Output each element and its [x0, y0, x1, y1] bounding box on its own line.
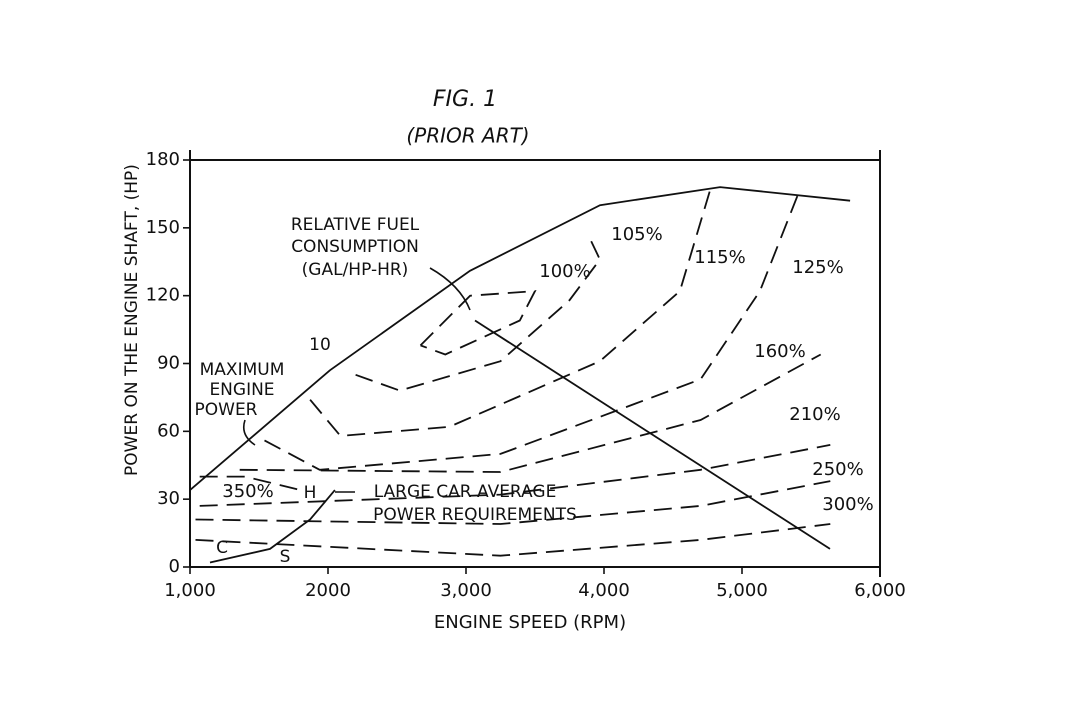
contour-line	[195, 480, 831, 525]
y-tick-label: 30	[157, 488, 180, 509]
annotation: LARGE CAR AVERAGE	[374, 482, 557, 502]
leaders	[242, 267, 471, 493]
contour-label: 125%	[792, 257, 843, 278]
contour-label: 210%	[789, 404, 840, 425]
contour-line	[355, 238, 601, 392]
x-axis-title: ENGINE SPEED (RPM)	[434, 612, 626, 633]
y-tick-label: 60	[157, 420, 180, 441]
contour-label: 105%	[611, 224, 662, 245]
contour-label: 100%	[539, 261, 590, 282]
y-axis-title: POWER ON THE ENGINE SHAFT, (HP)	[122, 164, 142, 476]
annotation: POWER	[195, 400, 258, 420]
contour-line	[419, 290, 537, 356]
x-tick-label: 5,000	[716, 580, 768, 601]
annotation: RELATIVE FUEL	[291, 215, 420, 235]
curve	[209, 489, 336, 564]
point-label: C	[216, 538, 228, 558]
y-tick-label: 180	[146, 149, 180, 170]
contour-label: 300%	[822, 494, 873, 515]
contour-line	[239, 353, 822, 473]
contour-line	[199, 475, 301, 491]
point-label: S	[280, 547, 291, 567]
contour-line	[199, 444, 831, 507]
contour-line	[264, 189, 801, 471]
contour-line	[195, 523, 831, 557]
y-tick-label: 90	[157, 353, 180, 374]
contour-label: 115%	[694, 247, 745, 268]
contour-label: 250%	[812, 459, 863, 480]
chart-subtitle: (PRIOR ART)	[406, 124, 529, 148]
x-tick-label: 6,000	[854, 580, 906, 601]
leader	[242, 419, 256, 446]
curve	[474, 319, 831, 550]
point-label: H	[304, 483, 317, 503]
annotation: (GAL/HP-HR)	[302, 260, 409, 280]
chart-title: FIG. 1	[433, 87, 497, 112]
leader	[429, 267, 471, 311]
contour-line	[309, 189, 712, 437]
contour-label: 160%	[754, 341, 805, 362]
x-tick-label: 2000	[305, 580, 351, 601]
y-tick-label: 150	[146, 217, 180, 238]
x-tick-label: 1,000	[164, 580, 216, 601]
x-tick-label: 4,000	[578, 580, 630, 601]
contour-label: 350%	[222, 481, 273, 502]
y-tick-label: 120	[146, 285, 180, 306]
annotation: CONSUMPTION	[291, 237, 419, 257]
x-tick-label: 3,000	[440, 580, 492, 601]
annotation: MAXIMUM	[200, 360, 285, 380]
annotation: ENGINE	[209, 380, 274, 400]
y-tick-label: 0	[169, 556, 180, 577]
curve	[189, 186, 851, 491]
annotation: POWER REQUIREMENTS	[373, 505, 577, 525]
annotation: 10	[309, 335, 331, 355]
